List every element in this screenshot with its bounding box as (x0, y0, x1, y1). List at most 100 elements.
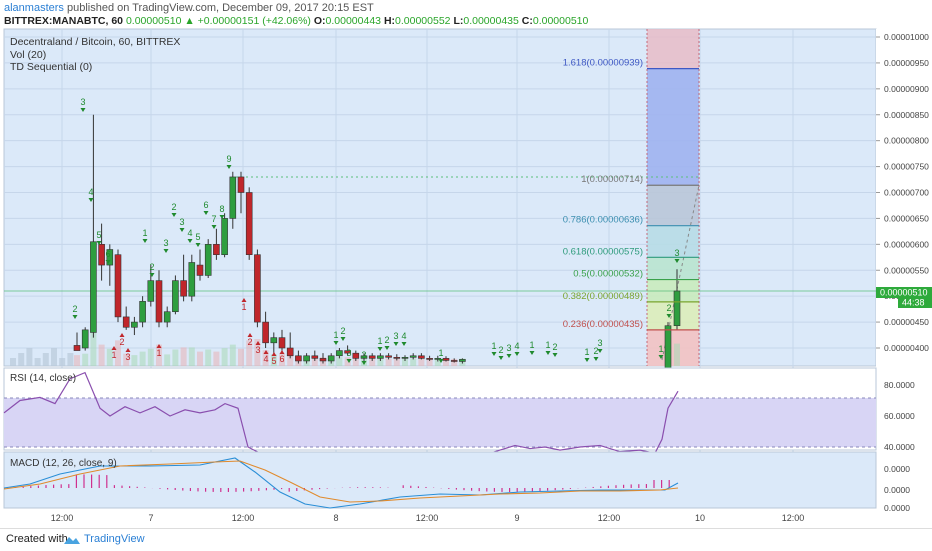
td-arrow-down-icon (674, 259, 680, 263)
volume-bar (352, 357, 359, 366)
td-arrow-down-icon (96, 241, 102, 245)
td-label-buy: 4 (187, 228, 192, 238)
td-label-buy: 2 (384, 335, 389, 345)
candle-body (385, 355, 392, 358)
tradingview-brand[interactable]: TradingView (84, 533, 145, 545)
fib-level-label: 0.236(0.00000435) (563, 319, 643, 330)
candle-body (73, 345, 81, 351)
footer: Created with TradingView (0, 528, 932, 551)
fib-zone-extension (647, 68, 699, 186)
td-arrow-down-icon (552, 353, 558, 357)
td-label-buy: 3 (346, 348, 351, 358)
td-arrow-up-icon (119, 333, 125, 337)
td-arrow-down-icon (514, 352, 520, 356)
td-label-buy: 1 (333, 330, 338, 340)
time-tick-label: 12:00 (51, 513, 74, 523)
price-tick-label: 0.00000400 (884, 343, 929, 353)
td-label-buy: 2 (149, 262, 154, 272)
td-arrow-down-icon (498, 356, 504, 360)
td-label-buy: 3 (506, 343, 511, 353)
volume-bar (26, 348, 33, 366)
fib-zone (4, 29, 876, 366)
candle-body (221, 218, 228, 256)
candle-body (213, 244, 220, 255)
price-pane[interactable] (3, 28, 877, 367)
volume-bar (410, 358, 417, 366)
vol-legend: Vol (20) (10, 49, 46, 61)
td-label-buy: 3 (80, 97, 85, 107)
candle-body (434, 358, 442, 360)
volume-bar (213, 351, 220, 366)
volume-bar (82, 353, 89, 366)
rsi-tick-label: 40.0000 (884, 442, 915, 452)
td-label-buy: 2 (72, 304, 77, 314)
candle-body (147, 280, 155, 302)
low-value: 0.00000435 (463, 15, 519, 27)
volume-bar (180, 347, 187, 366)
td-arrow-down-icon (393, 342, 399, 346)
fib-level-label: 0.618(0.00000575) (563, 246, 643, 257)
td-label-buy: 2 (340, 326, 345, 336)
td-label-buy: 2 (593, 346, 598, 356)
volume-bar (156, 344, 162, 366)
td-label-buy: 3 (393, 331, 398, 341)
macd-legend: MACD (12, 26, close, 9) (10, 458, 117, 469)
time-tick-label: 7 (148, 513, 153, 523)
volume-bar (123, 353, 130, 366)
td-arrow-down-icon (179, 228, 185, 232)
volume-bar (270, 354, 277, 366)
td-arrow-down-icon (187, 239, 193, 243)
td-label-buy: 4 (401, 331, 406, 341)
volume-bar (385, 358, 392, 366)
candle-body (245, 192, 253, 256)
td-arrow-down-icon (346, 359, 352, 363)
candle-body (229, 176, 237, 219)
candle-body (295, 355, 302, 362)
volume-bar (10, 358, 16, 366)
price-tick-label: 0.00000450 (884, 317, 929, 327)
td-arrow-up-icon (247, 333, 253, 337)
td-arrow-down-icon (80, 108, 86, 112)
td-label-buy: 2 (498, 345, 503, 355)
change-arrow-icon: ▲ (184, 15, 195, 27)
candle-body (106, 249, 114, 266)
volume-bar (238, 348, 244, 366)
candle-body (81, 329, 89, 349)
volume-bar (74, 355, 80, 366)
td-arrow-down-icon (88, 198, 94, 202)
time-tick-label: 12:00 (598, 513, 621, 523)
td-label-buy: 1 (377, 336, 382, 346)
volume-bar (229, 344, 236, 366)
volume-bar (402, 358, 408, 366)
macd-tick-label: 0.0000 (884, 485, 910, 495)
td-arrow-up-icon (255, 341, 261, 345)
td-legend: TD Sequential (0) (10, 61, 92, 73)
candle-body (344, 350, 351, 354)
fib-zone-0786 (647, 225, 699, 258)
close-label: C: (521, 15, 533, 27)
candles (73, 114, 681, 372)
pane-legend-title: Decentraland / Bitcoin, 60, BITTREX (10, 36, 180, 48)
td-arrow-up-icon (263, 350, 269, 354)
rsi-tick-label: 60.0000 (884, 411, 915, 421)
td-label-buy: 7 (211, 214, 216, 224)
macd-pane[interactable] (3, 451, 877, 509)
time-tick-label: 8 (333, 513, 338, 523)
candle-body (409, 355, 417, 358)
volume-bar (434, 358, 441, 366)
volume-bar (115, 340, 121, 366)
td-label-buy: 2 (171, 202, 176, 212)
td-arrow-down-icon (142, 239, 148, 243)
td-arrow-up-icon (125, 348, 131, 352)
td-label-buy: 1 (142, 228, 147, 238)
td-label-buy: 3 (179, 217, 184, 227)
author-link[interactable]: alanmasters (4, 2, 64, 14)
price-axis[interactable] (876, 29, 932, 528)
price-tick-label: 0.00001000 (884, 32, 929, 42)
td-label-buy: 3 (163, 238, 168, 248)
volume-bar (205, 349, 212, 366)
time-axis: 12:00 7 12:00 8 12:00 9 12:00 10 12:00 (51, 513, 805, 523)
candle-body (131, 321, 138, 328)
volume-bar (164, 354, 171, 366)
